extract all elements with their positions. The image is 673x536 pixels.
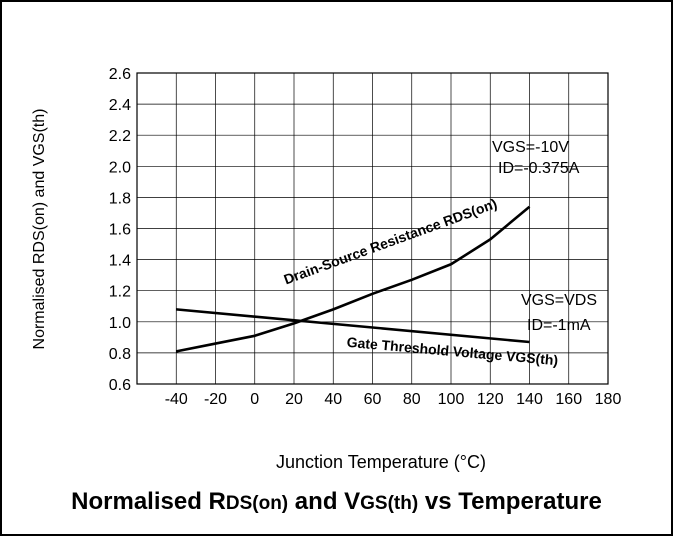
vgs-th-curve [176,308,530,344]
x-tick-label: 20 [285,391,303,408]
rds-on-curve [175,205,531,353]
x-tick-label: 100 [438,391,465,408]
y-tick-label: 0.6 [109,377,131,394]
y-tick-label: 1.0 [109,315,131,332]
title-subscript: DS(on) [225,493,289,514]
vgs-condition-id: ID=-1mA [527,317,591,334]
vgs-th-series-label: Gate Threshold Voltage VGS(th) [346,334,559,368]
x-tick-label: 60 [364,391,382,408]
rds-condition-vgs: VGS=-10V [492,139,569,156]
x-tick-label: 40 [324,391,342,408]
x-axis-label: Junction Temperature (°C) [276,452,486,472]
x-tick-label: 180 [595,391,622,408]
title-text: Normalised R [71,488,226,515]
y-tick-label: 0.8 [109,346,131,363]
y-tick-label: 1.8 [109,190,131,207]
y-tick-label: 1.4 [109,253,131,270]
title-text: and V [288,488,361,515]
x-tick-label: -20 [204,391,227,408]
x-tick-label: 140 [516,391,543,408]
y-axis-label: Normalised RDS(on) and VGS(th) [31,109,48,350]
chart-title: Normalised RDS(on) and VGS(th) vs Temper… [0,488,673,516]
y-tick-label: 1.2 [109,284,131,301]
x-tick-label: -40 [165,391,188,408]
y-tick-label: 2.4 [109,97,131,114]
y-tick-label: 2.6 [109,66,131,83]
vgs-condition-vgs: VGS=VDS [521,292,597,309]
title-text: vs Temperature [418,488,602,515]
y-tick-label: 2.2 [109,128,131,145]
x-tick-label: 80 [403,391,421,408]
rds-condition-id: ID=-0.375A [498,160,580,177]
x-tick-label: 160 [555,391,582,408]
title-subscript: GS(th) [360,493,419,514]
rds-on-series-label: Drain-Source Resistance RDS(on) [282,195,499,287]
x-tick-label: 0 [250,391,259,408]
y-tick-label: 1.6 [109,222,131,239]
y-tick-label: 2.0 [109,159,131,176]
x-tick-label: 120 [477,391,504,408]
